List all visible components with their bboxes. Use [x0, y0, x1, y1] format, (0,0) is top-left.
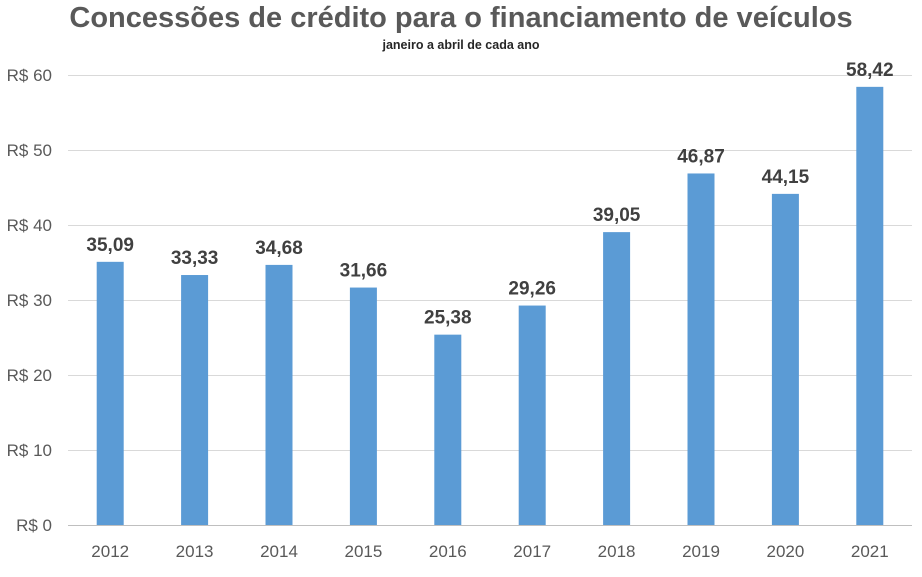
- y-tick-label: R$ 50: [7, 141, 52, 160]
- data-label-2019: 46,87: [677, 146, 725, 167]
- y-tick-label: R$ 10: [7, 441, 52, 460]
- y-tick-label: R$ 0: [16, 516, 52, 535]
- chart-title: Concessões de crédito para o financiamen…: [69, 2, 853, 34]
- x-tick-label-2016: 2016: [429, 542, 467, 561]
- data-label-2013: 33,33: [171, 248, 219, 269]
- y-axis-ticks: R$ 0 R$ 10 R$ 20 R$ 30 R$ 40 R$ 50 R$ 60: [7, 66, 52, 535]
- x-tick-label-2013: 2013: [176, 542, 214, 561]
- data-label-2017: 29,26: [508, 279, 556, 300]
- data-label-2016: 25,38: [424, 308, 472, 329]
- x-tick-label-2012: 2012: [91, 542, 129, 561]
- data-label-2018: 39,05: [593, 205, 641, 226]
- data-label-2020: 44,15: [762, 167, 810, 188]
- bar-2015: [349, 287, 377, 525]
- bar-2013: [181, 275, 209, 525]
- bar-2019: [687, 173, 715, 525]
- bar-2017: [518, 305, 546, 525]
- y-tick-label: R$ 20: [7, 366, 52, 385]
- y-tick-label: R$ 30: [7, 291, 52, 310]
- x-axis-ticks: 2012 2013 2014 2015 2016 2017 2018 2019 2020 2021: [91, 542, 888, 561]
- data-label-2012: 35,09: [86, 235, 134, 256]
- chart-subtitle: janeiro a abril de cada ano: [382, 38, 540, 52]
- bar-2014: [265, 264, 293, 525]
- bar-2021: [856, 86, 884, 525]
- y-tick-label: R$ 40: [7, 216, 52, 235]
- bar-2012: [96, 261, 124, 525]
- bar-2016: [434, 334, 462, 525]
- x-tick-label-2017: 2017: [513, 542, 551, 561]
- data-label-2021: 58,42: [846, 60, 894, 81]
- gridlines: [68, 75, 912, 526]
- x-tick-label-2021: 2021: [851, 542, 889, 561]
- x-tick-label-2014: 2014: [260, 542, 298, 561]
- bar-2018: [603, 232, 631, 525]
- x-tick-label-2018: 2018: [598, 542, 636, 561]
- bar-2020: [771, 193, 799, 525]
- x-tick-label-2020: 2020: [766, 542, 804, 561]
- y-tick-label: R$ 60: [7, 66, 52, 85]
- data-label-2014: 34,68: [255, 238, 303, 259]
- x-tick-label-2015: 2015: [344, 542, 382, 561]
- data-label-2015: 31,66: [340, 261, 388, 282]
- x-tick-label-2019: 2019: [682, 542, 720, 561]
- bars: [96, 86, 884, 525]
- data-labels: 35,09 33,33 34,68 31,66 25,38 29,26 39,05 46,87…: [86, 60, 893, 329]
